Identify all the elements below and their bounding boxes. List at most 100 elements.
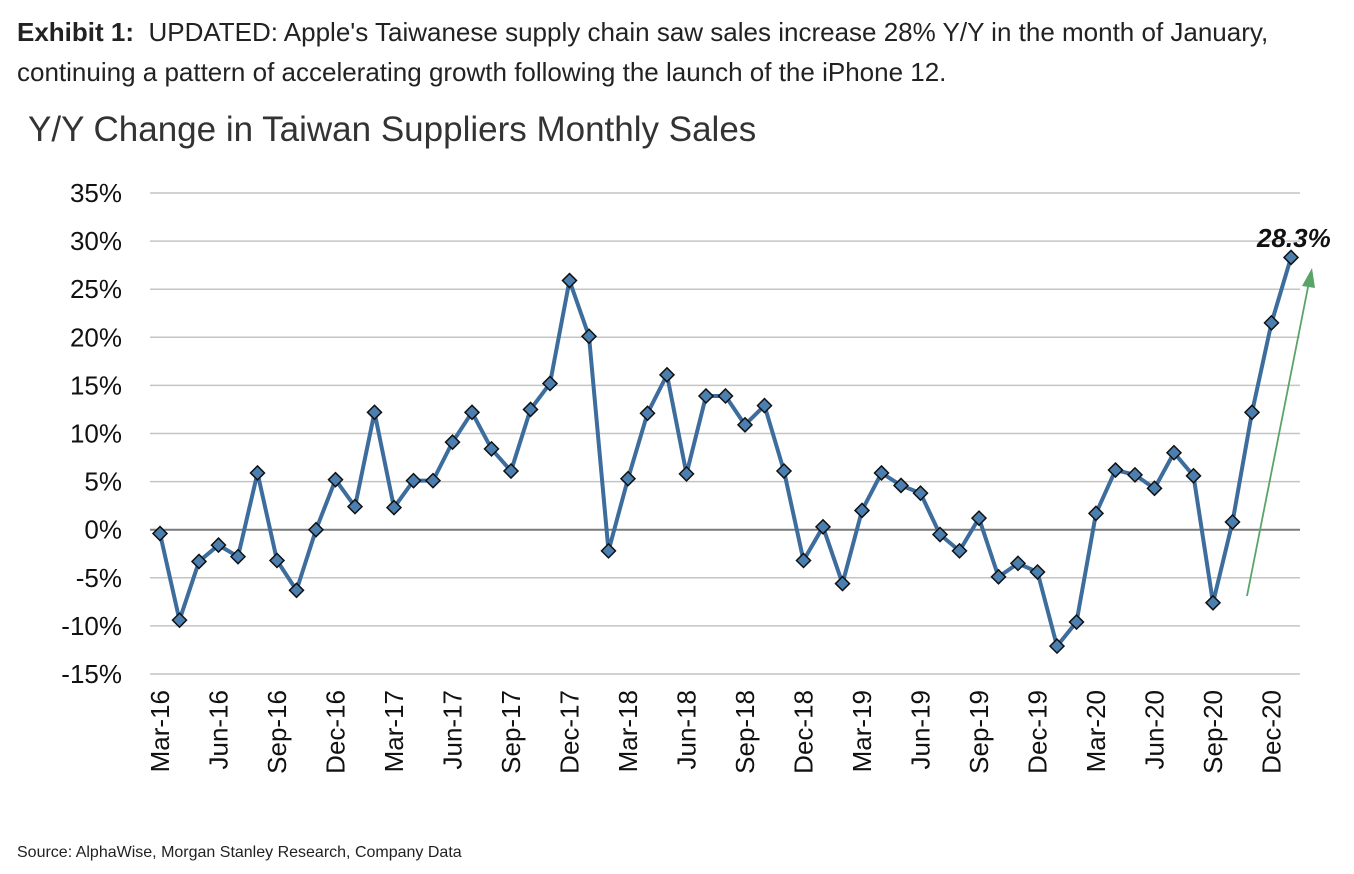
data-point	[561, 272, 578, 289]
source-note: Source: AlphaWise, Morgan Stanley Resear…	[17, 844, 462, 861]
series-line	[158, 256, 1293, 649]
data-point	[892, 477, 910, 494]
y-tick-label: 25%	[70, 274, 122, 304]
data-point	[1165, 444, 1183, 461]
x-tick-label: Dec-17	[555, 690, 585, 774]
data-point	[580, 328, 598, 345]
data-point	[405, 472, 422, 489]
data-point	[1009, 555, 1027, 572]
exhibit-caption: Exhibit 1: UPDATED: Apple's Taiwanese su…	[17, 12, 1347, 92]
data-point	[1126, 466, 1144, 483]
x-tick-label: Sep-16	[262, 690, 292, 774]
data-point	[444, 434, 461, 451]
data-point	[1204, 594, 1222, 611]
data-point	[463, 404, 481, 421]
data-point	[483, 440, 500, 457]
data-point	[814, 518, 832, 535]
data-point	[307, 521, 325, 538]
data-point	[1146, 480, 1163, 497]
x-tick-label: Jun-16	[204, 690, 234, 770]
x-tick-label: Sep-19	[964, 690, 994, 774]
data-point	[288, 582, 305, 599]
data-point	[736, 416, 754, 433]
annotation-arrowhead	[1302, 268, 1315, 288]
data-point	[1224, 513, 1241, 531]
data-point	[1048, 638, 1066, 655]
data-point	[522, 401, 539, 418]
data-point	[502, 462, 520, 480]
y-tick-label: -10%	[61, 611, 122, 641]
annotation-arrow	[1246, 281, 1310, 597]
data-point	[717, 387, 734, 405]
data-point	[1107, 461, 1124, 479]
data-point	[775, 462, 793, 480]
data-point	[366, 404, 383, 421]
y-tick-label: 5%	[84, 467, 122, 497]
data-point	[346, 498, 364, 515]
x-tick-label: Mar-17	[379, 690, 409, 772]
data-point	[1068, 613, 1085, 631]
data-point	[1282, 249, 1300, 266]
x-tick-label: Sep-18	[730, 690, 760, 774]
data-point	[639, 405, 656, 422]
x-tick-label: Jun-19	[906, 690, 936, 770]
data-point	[834, 575, 851, 592]
data-point	[678, 465, 695, 482]
data-point	[697, 387, 715, 405]
data-point	[931, 526, 949, 543]
data-point	[327, 471, 344, 488]
exhibit-text: UPDATED: Apple's Taiwanese supply chain …	[17, 17, 1269, 87]
data-point	[1029, 563, 1046, 581]
exhibit-label: Exhibit 1:	[17, 17, 135, 47]
data-point	[268, 552, 286, 569]
data-point	[912, 485, 929, 502]
data-point	[795, 552, 812, 569]
x-tick-label: Jun-20	[1140, 690, 1170, 770]
data-point	[424, 472, 442, 489]
data-point	[756, 397, 773, 414]
data-point	[873, 464, 890, 482]
x-tick-label: Mar-19	[847, 690, 877, 772]
data-point	[1087, 505, 1105, 522]
y-tick-label: 0%	[84, 515, 122, 545]
data-point	[853, 502, 871, 519]
data-point	[249, 464, 266, 482]
data-point	[229, 548, 247, 565]
y-tick-label: 10%	[70, 419, 122, 449]
y-tick-label: 35%	[70, 178, 122, 208]
data-point	[1185, 467, 1202, 484]
x-tick-label: Dec-19	[1023, 690, 1053, 774]
annotation-label: 28.3%	[1256, 223, 1331, 253]
data-point	[151, 525, 169, 542]
x-tick-label: Mar-18	[613, 690, 643, 772]
y-tick-label: -15%	[61, 659, 122, 689]
data-point	[970, 510, 988, 527]
x-tick-label: Dec-20	[1257, 690, 1287, 774]
x-tick-label: Sep-17	[496, 690, 526, 774]
x-tick-label: Jun-17	[438, 690, 468, 770]
x-tick-label: Sep-20	[1198, 690, 1228, 774]
data-point	[600, 542, 617, 559]
data-point	[619, 470, 637, 487]
y-tick-label: 20%	[70, 322, 122, 352]
data-point	[171, 612, 188, 629]
data-point	[951, 542, 968, 559]
y-tick-label: 15%	[70, 370, 122, 400]
data-point	[385, 499, 403, 516]
x-tick-label: Mar-20	[1081, 690, 1111, 772]
y-tick-label: 30%	[70, 226, 122, 256]
data-point	[1263, 314, 1280, 331]
data-point	[541, 375, 559, 392]
y-tick-label: -5%	[76, 563, 122, 593]
data-point	[210, 537, 227, 554]
x-tick-label: Jun-18	[672, 690, 702, 770]
x-tick-label: Mar-16	[145, 690, 175, 772]
x-tick-label: Dec-16	[321, 690, 351, 774]
x-tick-label: Dec-18	[789, 690, 819, 774]
chart-title: Y/Y Change in Taiwan Suppliers Monthly S…	[28, 110, 757, 149]
data-point	[658, 366, 676, 383]
data-point	[990, 568, 1007, 585]
data-point	[1243, 404, 1261, 421]
data-point	[190, 553, 208, 570]
